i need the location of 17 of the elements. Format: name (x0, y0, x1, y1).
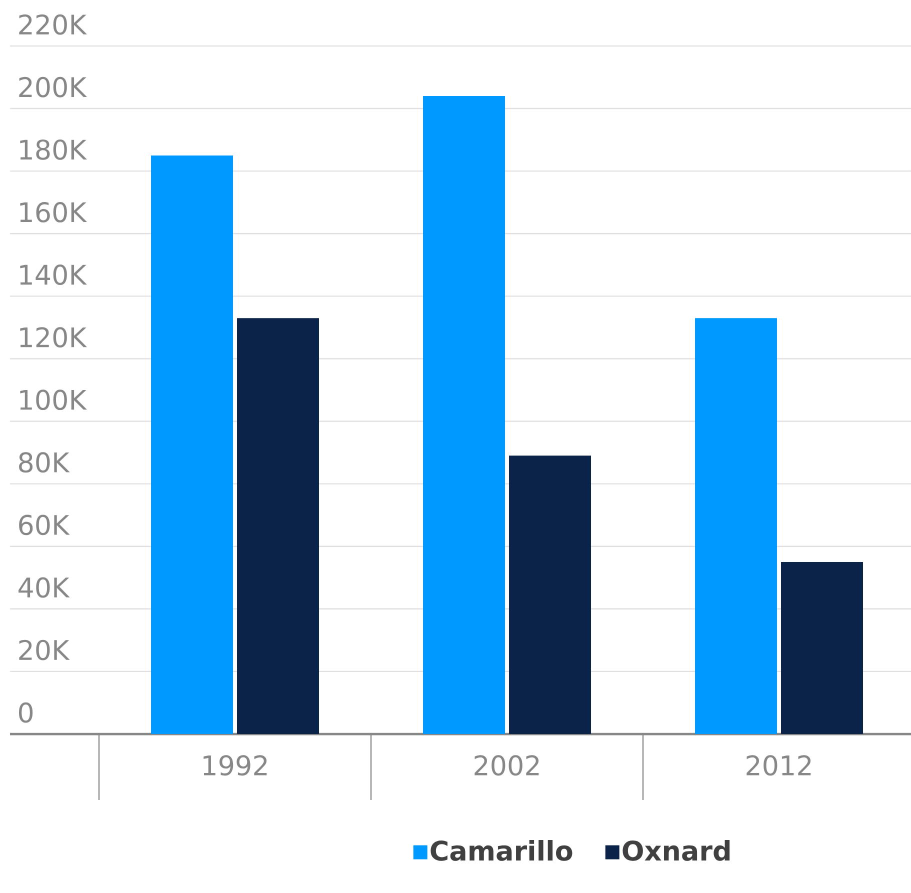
y-tick-label: 20K (19, 640, 70, 660)
y-tick-label: 220K (19, 14, 87, 35)
y-tick-label: 200K (19, 76, 87, 98)
y-tick-label: 120K (20, 327, 87, 348)
y-tick-label: 100K (20, 390, 87, 410)
y-tick-label: 180K (20, 139, 87, 160)
y-tick-label: 40K (18, 577, 70, 598)
y-tick-label: 140K (20, 264, 87, 285)
legend-label: Oxnard (622, 840, 730, 861)
y-tick-label: 60K (19, 514, 70, 536)
x-tick-label: 2012 (746, 755, 811, 776)
x-tick-label: 2002 (474, 755, 539, 776)
y-tick-label: 80K (19, 452, 70, 473)
y-tick-label: 160K (20, 202, 87, 222)
x-tick-label: 1992 (204, 755, 267, 776)
y-tick-label: 0 (18, 702, 33, 723)
legend-label: Camarillo (430, 840, 572, 861)
